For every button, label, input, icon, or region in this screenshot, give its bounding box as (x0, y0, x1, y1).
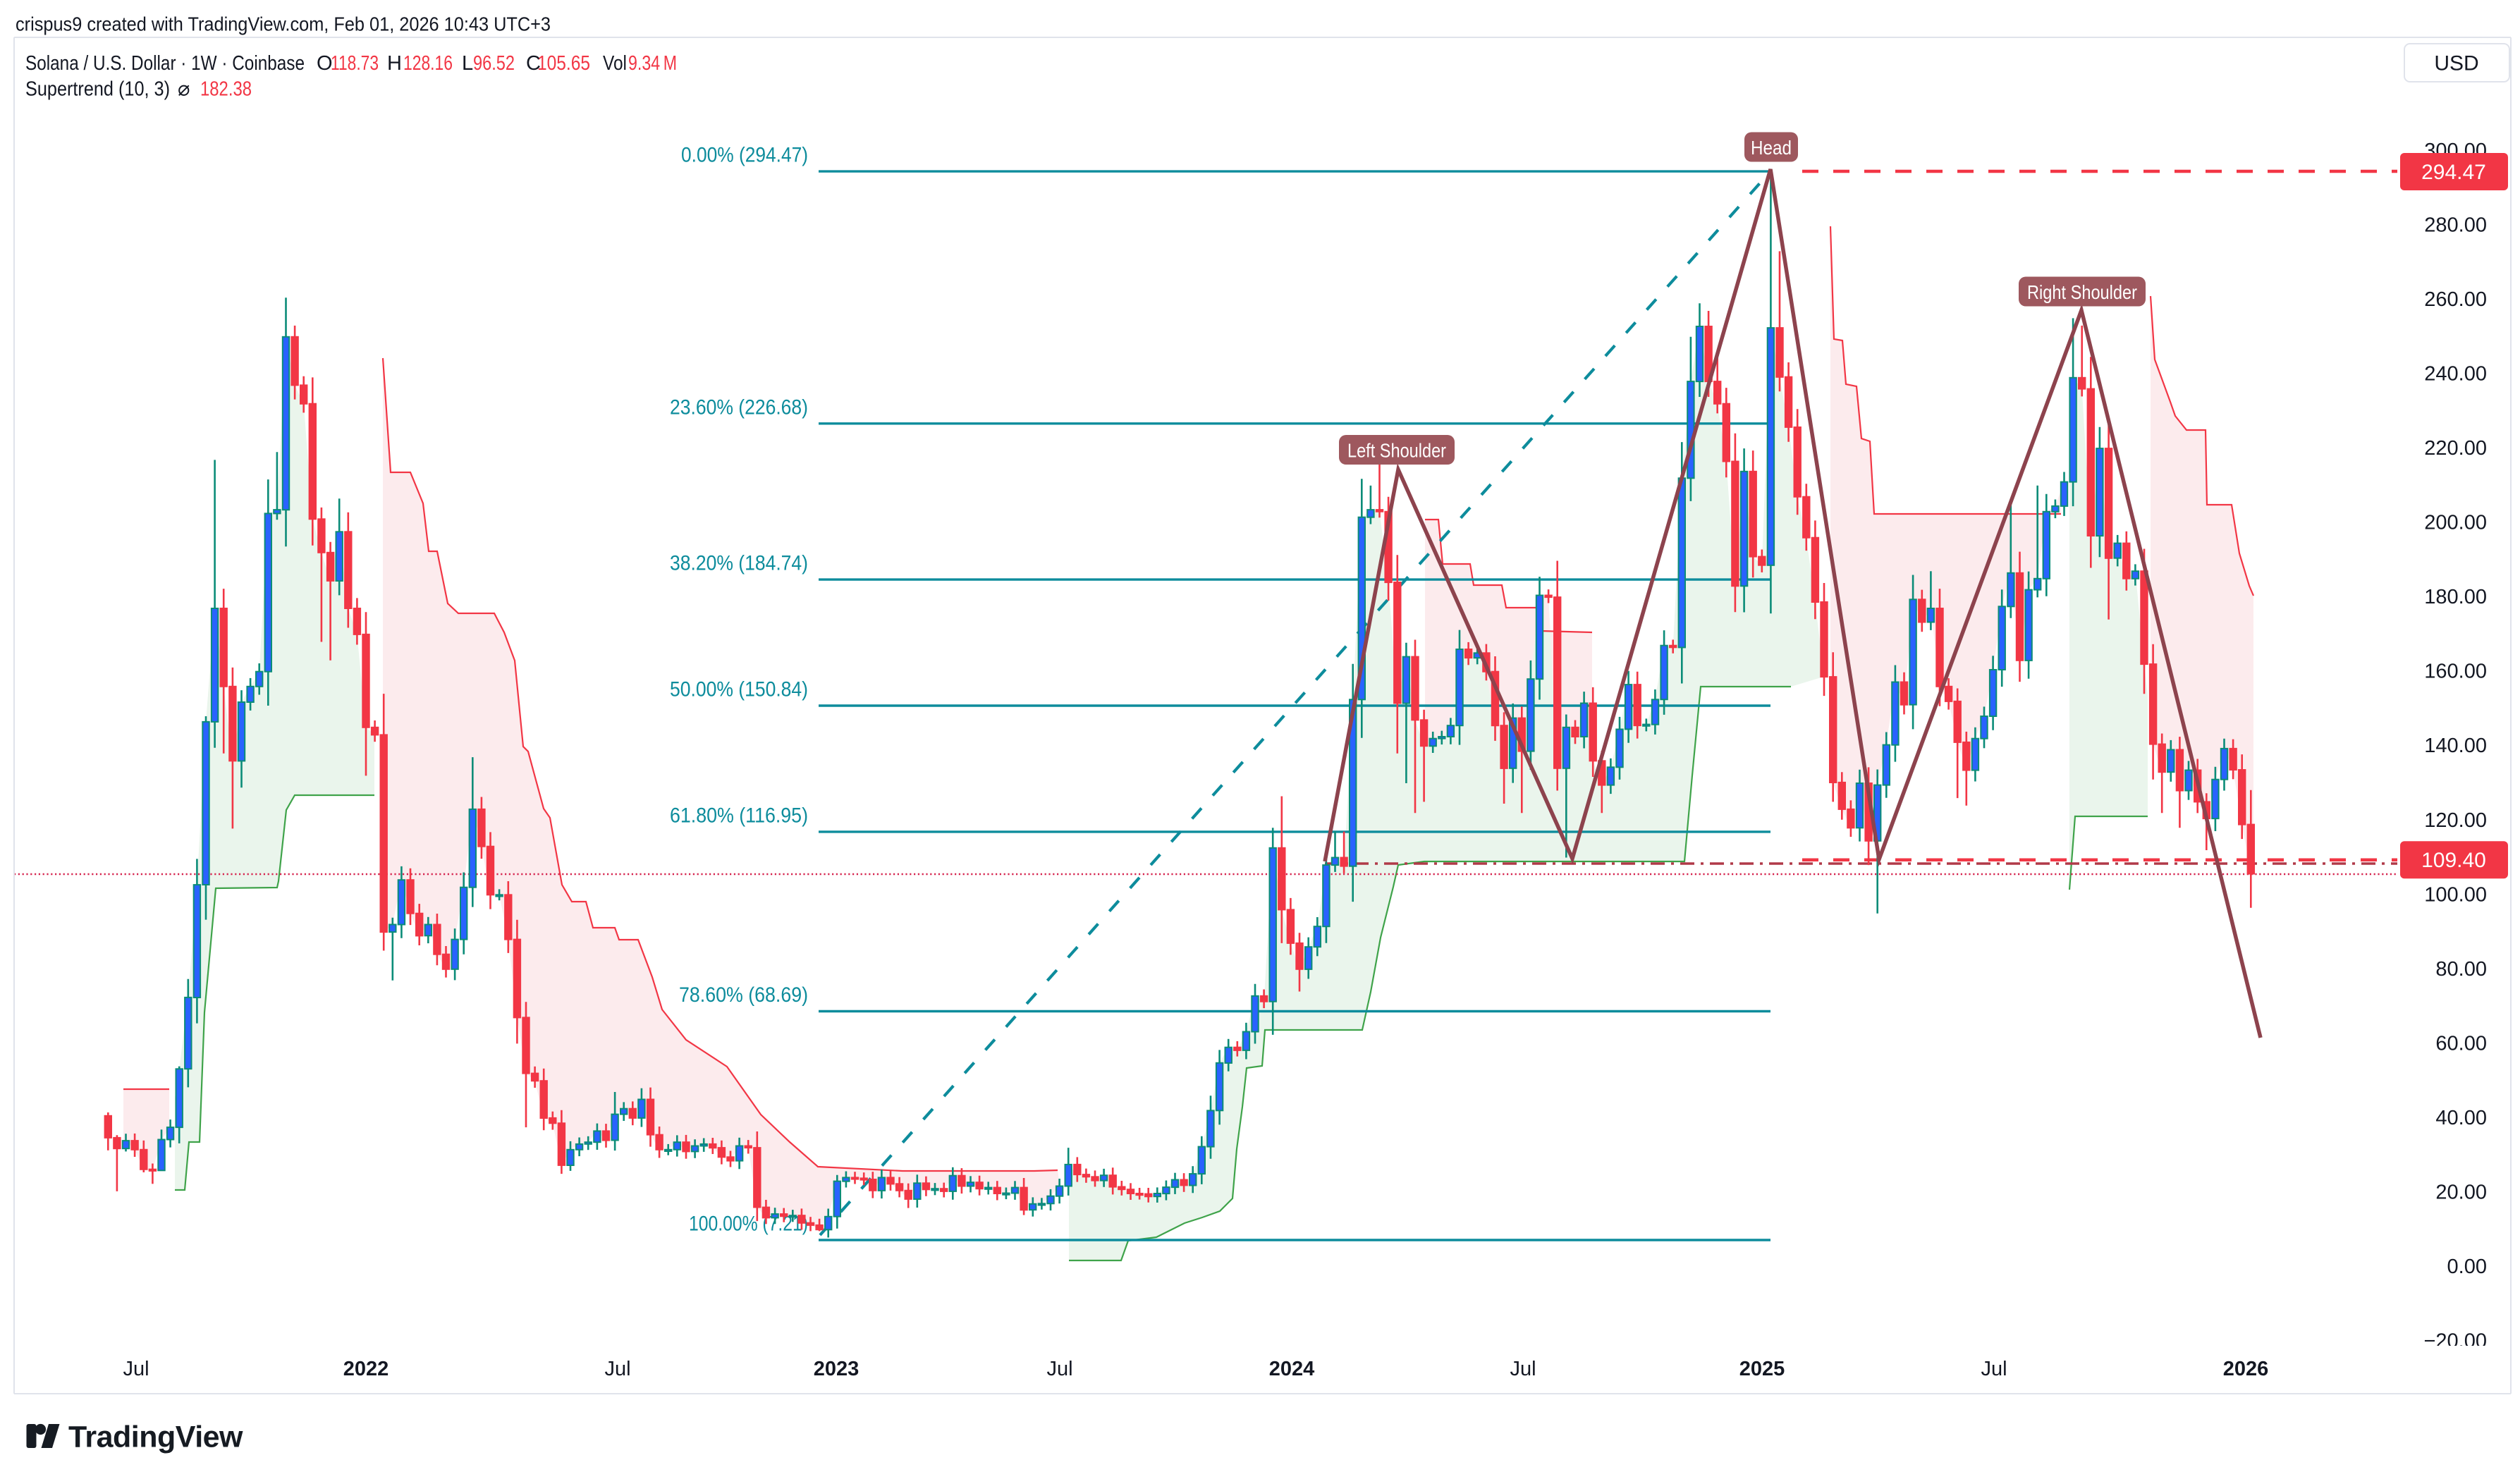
svg-text:220.00: 220.00 (2424, 437, 2487, 460)
svg-text:50.00% (150.84): 50.00% (150.84) (670, 678, 808, 701)
svg-text:Solana / U.S. Dollar · 1W · Co: Solana / U.S. Dollar · 1W · Coinbase (25, 52, 305, 75)
svg-text:78.60% (68.69): 78.60% (68.69) (679, 983, 808, 1007)
svg-text:Jul: Jul (1981, 1358, 2007, 1380)
svg-text:Head: Head (1751, 137, 1792, 159)
svg-text:Jul: Jul (1046, 1358, 1072, 1380)
svg-text:160.00: 160.00 (2424, 661, 2487, 683)
svg-text:109.40: 109.40 (2421, 849, 2486, 872)
svg-text:2026: 2026 (2223, 1358, 2269, 1380)
svg-text:260.00: 260.00 (2424, 288, 2487, 311)
svg-text:Jul: Jul (604, 1358, 630, 1380)
svg-text:240.00: 240.00 (2424, 363, 2487, 386)
svg-text:100.00% (7.21): 100.00% (7.21) (689, 1213, 808, 1236)
svg-text:140.00: 140.00 (2424, 735, 2487, 757)
svg-text:Supertrend (10, 3): Supertrend (10, 3) (25, 78, 170, 101)
svg-text:H: H (387, 52, 402, 75)
svg-text:O: O (317, 52, 333, 75)
svg-text:80.00: 80.00 (2435, 958, 2487, 981)
svg-text:61.80% (116.95): 61.80% (116.95) (670, 804, 808, 827)
svg-text:0.00: 0.00 (2447, 1256, 2487, 1278)
svg-text:2025: 2025 (1739, 1358, 1785, 1380)
svg-text:Vol: Vol (603, 52, 627, 75)
svg-text:−20.00: −20.00 (2423, 1330, 2487, 1353)
svg-text:182.38: 182.38 (200, 78, 252, 101)
svg-text:40.00: 40.00 (2435, 1107, 2487, 1129)
svg-text:⌀: ⌀ (178, 78, 190, 101)
svg-text:9.34 M: 9.34 M (628, 52, 677, 75)
svg-text:2024: 2024 (1269, 1358, 1315, 1380)
svg-text:Right Shoulder: Right Shoulder (2027, 281, 2137, 303)
svg-text:USD: USD (2434, 52, 2478, 75)
svg-text:crispus9 created with TradingV: crispus9 created with TradingView.com, F… (16, 13, 551, 35)
svg-text:Left Shoulder: Left Shoulder (1347, 440, 1446, 462)
svg-text:100.00: 100.00 (2424, 883, 2487, 906)
svg-text:20.00: 20.00 (2435, 1182, 2487, 1204)
svg-text:128.16: 128.16 (403, 52, 453, 75)
svg-text:118.73: 118.73 (331, 52, 379, 75)
svg-text:120.00: 120.00 (2424, 809, 2487, 832)
svg-text:280.00: 280.00 (2424, 214, 2487, 236)
svg-text:C: C (526, 52, 541, 75)
svg-text:2022: 2022 (343, 1358, 389, 1380)
svg-text:180.00: 180.00 (2424, 586, 2487, 608)
svg-text:105.65: 105.65 (537, 52, 590, 75)
svg-text:38.20% (184.74): 38.20% (184.74) (670, 552, 808, 575)
svg-text:2023: 2023 (814, 1358, 860, 1380)
svg-text:23.60% (226.68): 23.60% (226.68) (670, 395, 808, 419)
svg-text:L: L (462, 52, 473, 75)
svg-text:60.00: 60.00 (2435, 1032, 2487, 1055)
svg-text:TradingView: TradingView (68, 1420, 243, 1454)
svg-text:96.52: 96.52 (473, 52, 515, 75)
svg-text:Jul: Jul (123, 1358, 149, 1380)
svg-text:0.00% (294.47): 0.00% (294.47) (681, 144, 808, 167)
svg-text:Jul: Jul (1510, 1358, 1536, 1380)
svg-text:294.47: 294.47 (2421, 161, 2486, 184)
svg-text:200.00: 200.00 (2424, 512, 2487, 534)
